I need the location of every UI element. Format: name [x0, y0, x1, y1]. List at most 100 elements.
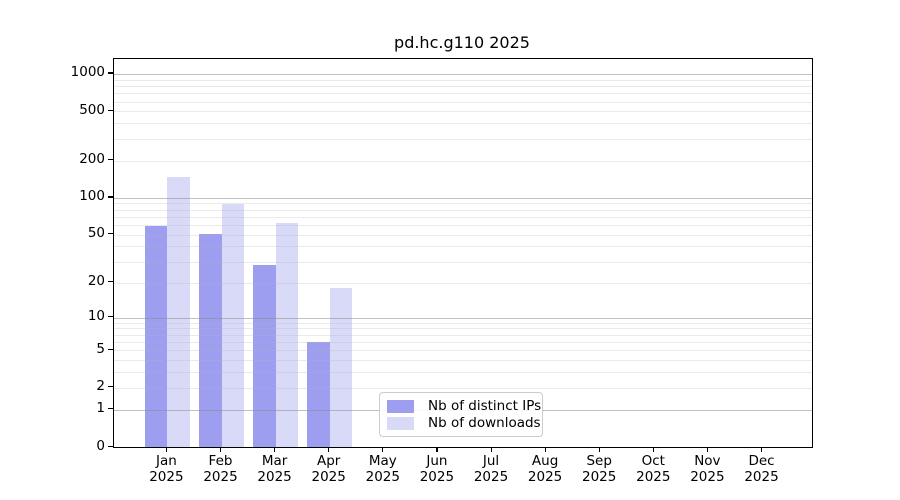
x-tick-label-apr: Apr 2025 [299, 453, 359, 485]
bar-nb-of-distinct-ips-mar [253, 265, 276, 447]
x-tick-mark [490, 447, 492, 452]
minor-gridline [114, 203, 812, 205]
y-tick-label: 200 [79, 151, 105, 168]
minor-gridline [114, 123, 812, 125]
x-tick-label-oct: Oct 2025 [623, 453, 683, 485]
y-tick-label: 500 [79, 101, 105, 118]
y-tick-mark [108, 386, 113, 388]
x-tick-year: 2025 [744, 469, 779, 485]
y-tick-mark [108, 159, 113, 161]
major-gridline [114, 197, 812, 199]
x-tick-mark [274, 447, 276, 452]
minor-gridline [114, 111, 812, 113]
x-tick-label-nov: Nov 2025 [677, 453, 737, 485]
y-tick-label: 50 [87, 225, 105, 242]
x-tick-label-jun: Jun 2025 [407, 453, 467, 485]
x-tick-year: 2025 [582, 469, 617, 485]
x-tick-label-aug: Aug 2025 [515, 453, 575, 485]
y-tick-label: 0 [96, 437, 105, 454]
y-tick-mark [108, 233, 113, 235]
y-tick-label: 20 [87, 273, 105, 290]
bar-nb-of-distinct-ips-apr [307, 341, 330, 447]
x-tick-label-mar: Mar 2025 [245, 453, 305, 485]
bar-nb-of-distinct-ips-jan [144, 225, 168, 447]
x-tick-mark [598, 447, 600, 452]
legend-label-distinct-ips: Nb of distinct IPs [428, 398, 542, 414]
minor-gridline [114, 246, 812, 248]
bar-nb-of-downloads-feb [221, 204, 244, 447]
minor-gridline [114, 209, 812, 211]
minor-gridline [114, 334, 812, 336]
legend: Nb of distinct IPs Nb of downloads [379, 392, 543, 437]
minor-gridline [114, 387, 812, 389]
x-tick-label-dec: Dec 2025 [732, 453, 792, 485]
x-tick-label-feb: Feb 2025 [191, 453, 251, 485]
x-tick-mark [382, 447, 384, 452]
x-tick-year: 2025 [690, 469, 725, 485]
minor-gridline [114, 225, 812, 227]
bar-nb-of-downloads-apr [329, 288, 353, 447]
x-tick-mark [436, 447, 438, 452]
y-tick-mark [108, 196, 113, 198]
x-tick-mark [761, 447, 763, 452]
y-tick-label: 1000 [70, 64, 105, 81]
minor-gridline [114, 350, 812, 352]
x-tick-mark [220, 447, 222, 452]
minor-gridline [114, 93, 812, 95]
y-tick-label: 5 [96, 340, 105, 357]
minor-gridline [114, 160, 812, 162]
x-tick-year: 2025 [473, 469, 509, 485]
x-tick-year: 2025 [365, 469, 400, 485]
y-tick-label: 100 [79, 188, 105, 205]
x-tick-label-may: May 2025 [353, 453, 413, 485]
major-gridline [114, 317, 812, 319]
y-tick-label: 10 [87, 308, 105, 325]
x-tick-mark [328, 447, 330, 452]
minor-gridline [114, 138, 812, 140]
y-tick-mark [108, 72, 113, 74]
x-tick-label-sep: Sep 2025 [569, 453, 629, 485]
minor-gridline [114, 322, 812, 324]
minor-gridline [114, 234, 812, 236]
x-tick-year: 2025 [419, 469, 455, 485]
minor-gridline [114, 101, 812, 103]
y-tick-mark [108, 408, 113, 410]
x-tick-year: 2025 [203, 469, 238, 485]
bar-nb-of-downloads-mar [275, 223, 299, 447]
minor-gridline [114, 216, 812, 218]
y-tick-label: 1 [96, 400, 105, 417]
minor-gridline [114, 328, 812, 330]
legend-label-downloads: Nb of downloads [428, 415, 541, 431]
x-tick-year: 2025 [149, 469, 184, 485]
x-tick-mark [165, 447, 168, 452]
x-tick-year: 2025 [311, 469, 346, 485]
minor-gridline [114, 86, 812, 88]
legend-swatch-downloads-icon [387, 416, 414, 430]
minor-gridline [114, 341, 812, 343]
x-tick-mark [652, 447, 654, 452]
y-tick-mark [108, 109, 113, 112]
x-tick-year: 2025 [527, 469, 563, 485]
chart-title: pd.hc.g110 2025 [394, 33, 530, 52]
y-tick-mark [108, 348, 113, 350]
minor-gridline [114, 282, 812, 284]
bar-nb-of-downloads-jan [167, 176, 190, 447]
y-tick-mark [108, 445, 113, 447]
minor-gridline [114, 79, 812, 81]
y-tick-label: 2 [96, 378, 105, 395]
x-tick-year: 2025 [257, 469, 292, 485]
minor-gridline [114, 261, 812, 263]
x-tick-mark [706, 447, 709, 452]
major-gridline [114, 73, 812, 75]
x-tick-label-jan: Jan 2025 [136, 453, 196, 485]
bar-nb-of-distinct-ips-feb [199, 233, 222, 447]
y-tick-mark [108, 281, 113, 283]
y-tick-mark [108, 316, 113, 318]
legend-item-downloads: Nb of downloads [387, 415, 541, 431]
minor-gridline [114, 360, 812, 362]
plot-area [113, 58, 813, 448]
minor-gridline [114, 372, 812, 374]
x-tick-mark [544, 447, 546, 452]
x-tick-year: 2025 [636, 469, 671, 485]
